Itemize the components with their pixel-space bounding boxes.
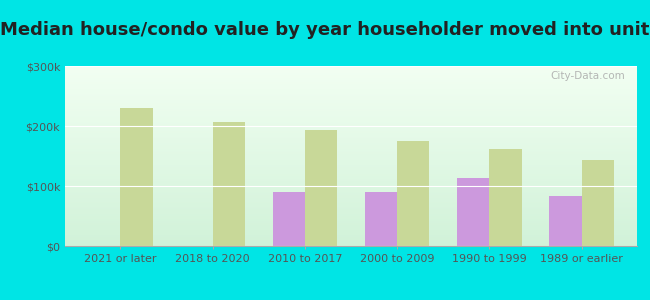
Text: City-Data.com: City-Data.com bbox=[551, 71, 625, 81]
Bar bbox=[272, 192, 305, 246]
Bar bbox=[213, 122, 245, 246]
Bar bbox=[549, 196, 582, 246]
Bar bbox=[397, 141, 430, 246]
Bar bbox=[120, 108, 153, 246]
Bar bbox=[489, 149, 522, 246]
Bar bbox=[305, 130, 337, 246]
Bar bbox=[365, 192, 397, 246]
Text: Median house/condo value by year householder moved into unit: Median house/condo value by year househo… bbox=[0, 21, 650, 39]
Bar bbox=[582, 160, 614, 246]
Bar bbox=[457, 178, 489, 246]
